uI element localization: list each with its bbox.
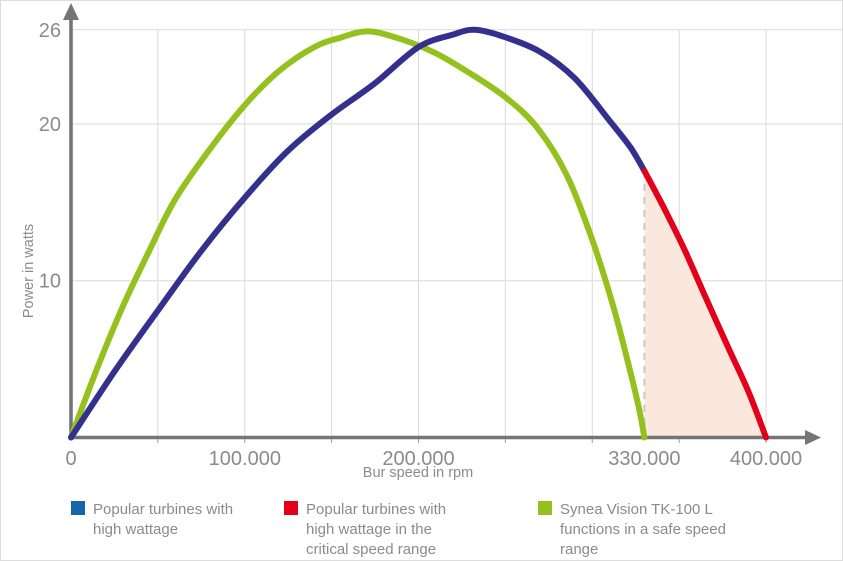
y-axis-arrow bbox=[63, 3, 79, 20]
series-critical-speed-range-curve bbox=[641, 167, 769, 441]
y-tick-label: 26 bbox=[39, 20, 61, 42]
x-tick-label: 400.000 bbox=[730, 448, 802, 470]
critical-region-shade bbox=[644, 170, 766, 438]
legend-label: Popular turbines with high wattage bbox=[93, 501, 234, 538]
tick-labels: 10 20 26 0 100.000 200.000 330.000 400.000 bbox=[39, 20, 802, 470]
x-axis-title: Bur speed in rpm bbox=[362, 465, 474, 481]
y-tick-label: 10 bbox=[39, 271, 61, 293]
legend-item-popular-turbines: Popular turbines with high wattage bbox=[71, 500, 258, 540]
legend-label: Synea Vision TK-100 L functions in a saf… bbox=[560, 501, 726, 558]
legend-item-synea-vision: Synea Vision TK-100 L functions in a saf… bbox=[538, 500, 735, 560]
x-tick-label: 330.000 bbox=[608, 448, 680, 470]
axes bbox=[63, 3, 821, 445]
x-axis-arrow bbox=[805, 430, 821, 445]
legend-swatch-red bbox=[284, 501, 298, 515]
y-tick-label: 20 bbox=[39, 114, 61, 136]
legend-swatch-blue bbox=[71, 501, 85, 515]
x-tick-label: 100.000 bbox=[209, 448, 281, 470]
legend-item-critical-range: Popular turbines with high wattage in th… bbox=[284, 500, 471, 560]
legend-label: Popular turbines with high wattage in th… bbox=[306, 501, 447, 558]
y-axis-title: Power in watts bbox=[21, 223, 37, 319]
series-popular-high-wattage-curve bbox=[68, 26, 648, 441]
series-synea-vision-tk100l-curve bbox=[68, 28, 648, 441]
power-curve-chart: 10 20 26 0 100.000 200.000 330.000 400.000 bbox=[39, 3, 842, 470]
x-tick-label: 0 bbox=[65, 448, 76, 470]
x-tick-label: 200.000 bbox=[382, 448, 454, 470]
legend-swatch-green bbox=[538, 501, 552, 515]
